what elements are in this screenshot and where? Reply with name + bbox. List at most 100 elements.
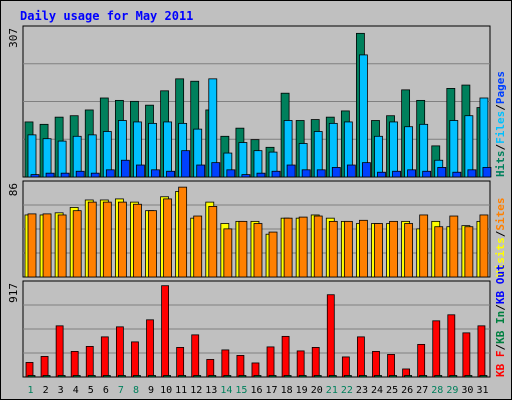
kbf-kbin-kbout-bar-kb-f-day-5	[85, 346, 94, 378]
hits-files-pages-bar-pages-day-30	[467, 169, 477, 178]
kbf-kbin-kbout-bar-kb-in-day-7	[117, 375, 126, 378]
hits-files-pages-bar-pages-day-10	[166, 170, 175, 178]
hits-files-pages-bar-pages-day-21	[331, 167, 341, 178]
hits-files-pages-legend-separator: /	[494, 144, 507, 151]
visits-sites-max-label: 86	[7, 183, 20, 196]
hits-files-pages-bar-pages-day-16	[256, 172, 266, 178]
kbf-kbin-kbout-bar-kb-in-day-21	[328, 375, 337, 378]
kbf-kbin-kbout-bar-kb-f-day-11	[176, 347, 185, 378]
x-tick-label-day-12: 12	[190, 385, 202, 396]
hits-files-pages-bar-pages-day-26	[407, 169, 417, 178]
kbf-kbin-kbout-bar-kb-in-day-8	[133, 375, 141, 378]
kbf-kbin-kbout-bar-kb-in-day-13	[208, 375, 217, 378]
kbf-kbin-kbout-bar-kb-f-day-16	[251, 362, 260, 378]
visits-sites-bar-sites-day-10	[163, 198, 172, 278]
hits-files-pages-bar-pages-day-31	[482, 167, 492, 178]
kbf-kbin-kbout-bar-kb-in-day-23	[359, 375, 367, 378]
kbf-kbin-kbout-bar-kb-f-day-15	[236, 355, 245, 378]
hits-files-pages-bar-pages-day-1	[30, 174, 40, 178]
kbf-kbin-kbout-bar-kb-in-day-6	[102, 375, 111, 378]
hits-files-pages-bar-pages-day-12	[196, 164, 206, 178]
kbf-kbin-kbout-bar-kb-f-day-1	[25, 362, 34, 378]
kbf-kbin-kbout-bar-kb-f-day-20	[311, 347, 320, 378]
visits-sites-bar-sites-day-29	[449, 215, 459, 278]
visits-sites-bar-sites-day-8	[133, 203, 142, 278]
kbf-kbin-kbout-bar-kb-in-day-14	[223, 375, 232, 378]
kbf-kbin-kbout-bar-kb-in-day-1	[27, 375, 36, 378]
kbf-kbin-kbout-bar-kb-in-day-20	[313, 375, 322, 378]
kbf-kbin-kbout-bar-kb-in-day-27	[419, 375, 428, 378]
kbf-kbin-kbout-bar-kb-f-day-22	[341, 356, 350, 378]
hits-files-pages-bar-files-day-25	[389, 121, 398, 178]
visits-sites-bar-sites-day-28	[434, 226, 444, 278]
visits-sites-bar-sites-day-3	[57, 214, 67, 278]
kbf-kbin-kbout-bar-kb-in-day-12	[193, 375, 202, 378]
chart-title: Daily usage for May 2011	[20, 9, 194, 23]
kbf-kbin-kbout-bar-kb-f-day-30	[462, 332, 471, 378]
visits-sites-bar-sites-day-18	[283, 217, 293, 278]
hits-files-pages-bar-files-day-10	[163, 121, 172, 178]
kbf-kbin-kbout-bar-kb-in-day-24	[374, 375, 382, 378]
visits-sites-legend-sites: Sites	[494, 198, 507, 231]
kbf-kbin-kbout-bar-kb-f-day-14	[221, 349, 230, 378]
visits-sites-bar-sites-day-9	[148, 210, 157, 278]
kbf-kbin-kbout-bar-kb-f-day-7	[115, 326, 124, 378]
x-tick-label-day-31: 31	[476, 385, 488, 396]
hits-files-pages-bar-pages-day-14	[226, 169, 236, 178]
kbf-kbin-kbout-bar-kb-f-day-24	[372, 351, 380, 378]
visits-sites-legend: Visits/Sites	[494, 198, 507, 278]
visits-sites-bar-sites-day-1	[27, 213, 37, 278]
visits-sites-bar-sites-day-12	[193, 215, 203, 278]
kbf-kbin-kbout-bar-kb-f-day-12	[191, 334, 200, 378]
x-tick-label-day-8: 8	[133, 385, 139, 396]
kbf-kbin-kbout-bar-kb-f-day-23	[357, 336, 365, 378]
kbf-kbin-kbout-bar-kb-f-day-17	[266, 346, 275, 378]
hits-files-pages-bar-pages-day-2	[45, 172, 55, 178]
kbf-kbin-kbout-bar-kb-f-day-13	[206, 359, 215, 378]
hits-files-pages-bar-pages-day-20	[316, 169, 326, 178]
kbf-kbin-kbout-legend-kb-f: KB F	[494, 351, 507, 378]
x-tick-label-day-21: 21	[326, 385, 338, 396]
hits-files-pages-bar-pages-day-7	[120, 159, 130, 178]
hits-files-pages-bar-files-day-3	[57, 140, 67, 178]
x-tick-label-day-29: 29	[446, 385, 458, 396]
x-tick-label-day-24: 24	[371, 385, 383, 396]
kbf-kbin-kbout-bar-kb-in-day-18	[283, 375, 292, 378]
visits-sites-bar-sites-day-13	[208, 205, 218, 278]
visits-sites-bar-sites-day-16	[253, 223, 263, 278]
x-tick-label-day-1: 1	[28, 385, 34, 396]
kbf-kbin-kbout-bar-kb-in-day-30	[464, 375, 473, 378]
x-tick-label-day-5: 5	[88, 385, 94, 396]
x-tick-label-day-22: 22	[341, 385, 353, 396]
x-tick-label-day-15: 15	[235, 385, 247, 396]
x-tick-label-day-17: 17	[266, 385, 278, 396]
kbf-kbin-kbout-bar-kb-in-day-19	[298, 375, 307, 378]
x-tick-label-day-9: 9	[148, 385, 154, 396]
hits-files-pages-bar-pages-day-25	[392, 170, 401, 178]
hits-files-pages-bar-pages-day-23	[362, 162, 371, 178]
hits-files-pages-legend-hits: Hits	[494, 151, 507, 178]
x-tick-label-day-10: 10	[160, 385, 172, 396]
hits-files-pages-bar-pages-day-13	[211, 162, 221, 178]
kbf-kbin-kbout-bar-kb-in-day-9	[148, 375, 156, 378]
kbf-kbin-kbout-bar-kb-f-day-31	[477, 325, 486, 378]
visits-sites-bar-sites-day-6	[102, 201, 112, 278]
visits-sites-bar-sites-day-2	[42, 213, 52, 278]
hits-files-pages-legend-separator: /	[494, 104, 507, 111]
x-tick-label-day-14: 14	[220, 385, 232, 396]
x-tick-label-day-4: 4	[73, 385, 79, 396]
kbf-kbin-kbout-bar-kb-in-day-26	[404, 375, 413, 378]
visits-sites-bar-sites-day-20	[313, 215, 323, 278]
hits-files-pages-legend: Hits/Files/Pages	[494, 71, 507, 177]
kbf-kbin-kbout-legend-kb-in: KB In	[494, 311, 507, 344]
hits-files-pages-bar-pages-day-29	[452, 171, 462, 178]
kbf-kbin-kbout-bar-kb-f-day-27	[417, 343, 426, 378]
kbf-kbin-kbout-max-label: 917	[7, 283, 20, 303]
hits-files-pages-bar-pages-day-11	[181, 150, 191, 178]
hits-files-pages-bar-pages-day-5	[90, 172, 100, 178]
hits-files-pages-bar-pages-day-27	[422, 170, 432, 178]
hits-files-pages-bar-pages-day-3	[60, 172, 70, 178]
kbf-kbin-kbout-bar-kb-f-day-6	[100, 336, 109, 378]
kbf-kbin-kbout-bar-kb-in-day-2	[42, 375, 51, 378]
hits-files-pages-bar-pages-day-8	[136, 164, 145, 178]
